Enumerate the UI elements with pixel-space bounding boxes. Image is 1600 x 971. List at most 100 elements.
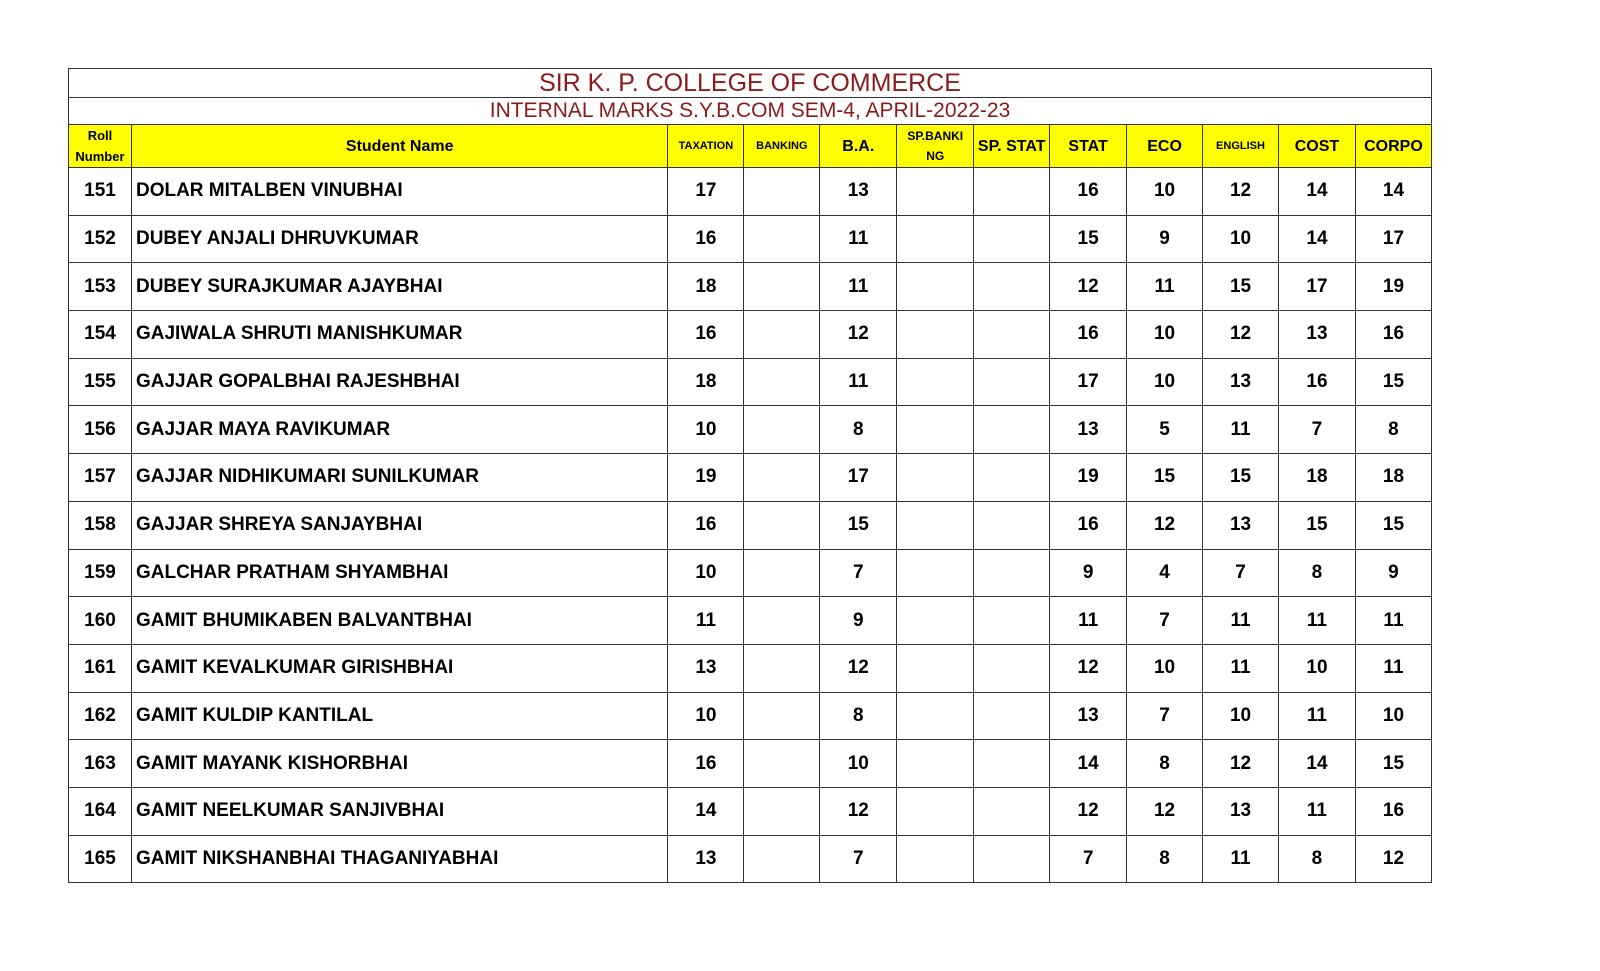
- mark-cell: [743, 739, 821, 788]
- mark-cell: 18: [667, 357, 745, 407]
- mark-cell: 12: [1202, 167, 1279, 216]
- table-row: 154 GAJIWALA SHRUTI MANISHKUMAR 16 12 16 10 12…: [68, 310, 1433, 359]
- col-sp-stat: SP. STAT: [973, 124, 1051, 168]
- col-student-name: Student Name: [130, 124, 669, 168]
- mark-cell: 17: [1354, 214, 1433, 264]
- mark-cell: 15: [1202, 453, 1279, 502]
- mark-cell: [973, 548, 1051, 598]
- mark-cell: 14: [667, 786, 745, 836]
- mark-cell: 8: [1126, 739, 1204, 788]
- student-name-cell: DUBEY ANJALI DHRUVKUMAR: [130, 214, 669, 264]
- roll-number-cell: 165: [68, 834, 132, 884]
- roll-number-cell: 153: [68, 262, 132, 312]
- mark-cell: 7: [819, 548, 898, 598]
- mark-cell: 7: [1049, 834, 1128, 884]
- mark-cell: 12: [1049, 643, 1128, 693]
- mark-cell: [896, 453, 975, 502]
- mark-cell: 13: [1049, 405, 1128, 455]
- mark-cell: 8: [1354, 405, 1433, 455]
- mark-cell: 11: [1354, 596, 1433, 645]
- mark-cell: 14: [1049, 739, 1128, 788]
- col-cost: COST: [1277, 124, 1356, 168]
- mark-cell: [896, 548, 975, 598]
- mark-cell: 11: [819, 214, 898, 264]
- college-title: SIR K. P. COLLEGE OF COMMERCE: [68, 68, 1432, 98]
- student-name-cell: DOLAR MITALBEN VINUBHAI: [130, 167, 669, 216]
- mark-cell: 10: [667, 548, 745, 598]
- mark-cell: 19: [667, 453, 745, 502]
- mark-cell: 16: [1049, 500, 1128, 550]
- mark-cell: [896, 167, 975, 216]
- mark-cell: 8: [819, 691, 898, 741]
- student-name-cell: DUBEY SURAJKUMAR AJAYBHAI: [130, 262, 669, 312]
- mark-cell: 15: [819, 500, 898, 550]
- mark-cell: 10: [1277, 643, 1356, 693]
- mark-cell: 10: [667, 405, 745, 455]
- mark-cell: [743, 596, 821, 645]
- student-name-cell: GAJJAR GOPALBHAI RAJESHBHAI: [130, 357, 669, 407]
- mark-cell: 18: [1277, 453, 1356, 502]
- student-name-cell: GAJIWALA SHRUTI MANISHKUMAR: [130, 310, 669, 359]
- mark-cell: 11: [1277, 786, 1356, 836]
- mark-cell: 17: [667, 167, 745, 216]
- mark-cell: [896, 262, 975, 312]
- col-stat: STAT: [1049, 124, 1128, 168]
- mark-cell: [973, 834, 1051, 884]
- mark-cell: 12: [1049, 786, 1128, 836]
- student-name-cell: GAJJAR NIDHIKUMARI SUNILKUMAR: [130, 453, 669, 502]
- mark-cell: 10: [1354, 691, 1433, 741]
- mark-cell: [896, 310, 975, 359]
- mark-cell: 15: [1049, 214, 1128, 264]
- mark-cell: 11: [1354, 643, 1433, 693]
- mark-cell: 15: [1354, 739, 1433, 788]
- mark-cell: 13: [1202, 500, 1279, 550]
- table-row: 158 GAJJAR SHREYA SANJAYBHAI 16 15 16 12 13 15 1…: [68, 500, 1433, 550]
- mark-cell: 12: [819, 786, 898, 836]
- mark-cell: 17: [1049, 357, 1128, 407]
- col-roll-number: Roll Number: [68, 124, 132, 168]
- student-name-cell: GAJJAR SHREYA SANJAYBHAI: [130, 500, 669, 550]
- mark-cell: 10: [819, 739, 898, 788]
- mark-cell: [896, 500, 975, 550]
- mark-cell: 13: [1202, 357, 1279, 407]
- mark-cell: 16: [1049, 310, 1128, 359]
- marks-table: SIR K. P. COLLEGE OF COMMERCE INTERNAL M…: [68, 68, 1433, 884]
- mark-cell: 7: [1126, 596, 1204, 645]
- mark-cell: 4: [1126, 548, 1204, 598]
- mark-cell: [743, 357, 821, 407]
- mark-cell: [743, 405, 821, 455]
- mark-cell: 13: [667, 643, 745, 693]
- mark-cell: 10: [667, 691, 745, 741]
- table-row: 160 GAMIT BHUMIKABEN BALVANTBHAI 11 9 11 7 11 1…: [68, 596, 1433, 645]
- roll-number-cell: 163: [68, 739, 132, 788]
- mark-cell: [896, 786, 975, 836]
- mark-cell: 14: [1354, 167, 1433, 216]
- mark-cell: 16: [1354, 310, 1433, 359]
- exam-subtitle: INTERNAL MARKS S.Y.B.COM SEM-4, APRIL-20…: [68, 97, 1432, 125]
- mark-cell: 11: [819, 262, 898, 312]
- roll-number-cell: 164: [68, 786, 132, 836]
- mark-cell: 5: [1126, 405, 1204, 455]
- mark-cell: 16: [1354, 786, 1433, 836]
- mark-cell: [896, 214, 975, 264]
- roll-number-cell: 154: [68, 310, 132, 359]
- mark-cell: 10: [1126, 357, 1204, 407]
- table-row: 159 GALCHAR PRATHAM SHYAMBHAI 10 7 9 4 7 8 9: [68, 548, 1433, 598]
- student-name-cell: GAMIT KEVALKUMAR GIRISHBHAI: [130, 643, 669, 693]
- student-name-cell: GALCHAR PRATHAM SHYAMBHAI: [130, 548, 669, 598]
- mark-cell: [743, 786, 821, 836]
- col-eco: ECO: [1126, 124, 1204, 168]
- student-name-cell: GAMIT BHUMIKABEN BALVANTBHAI: [130, 596, 669, 645]
- mark-cell: 14: [1277, 739, 1356, 788]
- mark-cell: 11: [1049, 596, 1128, 645]
- mark-cell: [896, 691, 975, 741]
- roll-number-cell: 151: [68, 167, 132, 216]
- roll-number-cell: 159: [68, 548, 132, 598]
- mark-cell: 18: [667, 262, 745, 312]
- mark-cell: [896, 596, 975, 645]
- roll-number-cell: 161: [68, 643, 132, 693]
- mark-cell: 11: [1202, 596, 1279, 645]
- mark-cell: 12: [1049, 262, 1128, 312]
- mark-cell: 16: [1049, 167, 1128, 216]
- mark-cell: 11: [1202, 834, 1279, 884]
